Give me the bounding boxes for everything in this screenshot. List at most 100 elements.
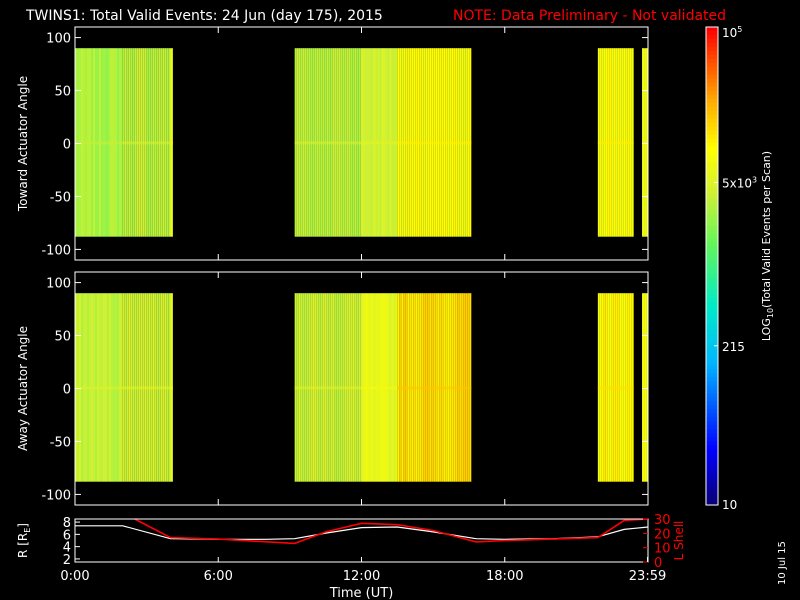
r-axis-label: R [RE] — [16, 523, 32, 558]
colorbar-step — [706, 98, 718, 104]
r-axis-label-end: ] — [16, 523, 30, 528]
colorbar-step — [706, 170, 718, 175]
colorbar-step — [706, 449, 718, 454]
x-tick-label: 12:00 — [343, 569, 380, 584]
colorbar-step — [706, 86, 718, 92]
colorbar-tick-base: 10 — [722, 26, 737, 40]
colorbar-step — [706, 202, 718, 207]
x-axis-label: Time (UT) — [329, 586, 394, 600]
colorbar-step — [706, 497, 718, 502]
colorbar-step — [706, 142, 718, 148]
colorbar-step — [706, 445, 718, 450]
heatmap-zero-band — [397, 141, 472, 145]
colorbar-step — [706, 114, 718, 120]
colorbar-step — [706, 281, 718, 287]
colorbar-step — [706, 222, 718, 227]
colorbar-step — [706, 66, 718, 72]
colorbar-step — [706, 297, 718, 303]
plot-title: TWINS1: Total Valid Events: 24 Jun (day … — [25, 8, 383, 24]
colorbar-step — [706, 94, 718, 100]
colorbar-step — [706, 27, 718, 32]
colorbar-step — [706, 146, 718, 152]
colorbar-step — [706, 481, 718, 486]
colorbar-step — [706, 90, 718, 96]
colorbar-step — [706, 337, 718, 343]
colorbar-step — [706, 210, 718, 215]
colorbar-step — [706, 457, 718, 462]
colorbar-label-base: LOG — [760, 318, 773, 341]
colorbar-step — [706, 126, 718, 132]
footer-date: 10 Jul 15 — [777, 541, 788, 585]
colorbar-label-sub: 10 — [766, 308, 775, 318]
colorbar-step — [706, 118, 718, 124]
colorbar-step — [706, 421, 718, 426]
y-tick-label: 8 — [63, 516, 71, 531]
colorbar-step — [706, 230, 718, 235]
heatmap-zero-band — [597, 141, 634, 145]
colorbar-step — [706, 198, 718, 203]
colorbar-step — [706, 78, 718, 84]
colorbar-step — [706, 266, 718, 271]
colorbar-step — [706, 246, 718, 251]
colorbar-tick-base: 5x10 — [722, 176, 752, 190]
colorbar-step — [706, 82, 718, 88]
x-tick-label: 6:00 — [204, 569, 233, 584]
colorbar-step — [706, 262, 718, 267]
colorbar-step — [706, 54, 718, 60]
y-tick-label: 50 — [54, 330, 71, 345]
colorbar-step — [706, 269, 718, 275]
heatmap-zero-band — [597, 386, 634, 390]
colorbar-step — [706, 349, 718, 355]
colorbar-step — [706, 293, 718, 299]
y-tick-label: -100 — [41, 488, 71, 503]
colorbar-step — [706, 38, 718, 44]
colorbar-step — [706, 385, 718, 391]
colorbar-step — [706, 465, 718, 470]
y-tick-label: 100 — [46, 32, 71, 47]
colorbar-label-rest: (Total Valid Events per Scan) — [760, 151, 773, 308]
colorbar-step — [706, 190, 718, 195]
colorbar-step — [706, 365, 718, 371]
colorbar-step — [706, 409, 718, 414]
colorbar-step — [706, 469, 718, 474]
y-tick-label: 50 — [54, 85, 71, 100]
colorbar-step — [706, 413, 718, 418]
colorbar-step — [706, 206, 718, 211]
colorbar-step — [706, 62, 718, 68]
colorbar-step — [706, 425, 718, 430]
y-axis-label: Away Actuator Angle — [16, 326, 30, 451]
colorbar-step — [706, 34, 718, 40]
colorbar-step — [706, 58, 718, 64]
y-tick-label: 2 — [63, 553, 71, 568]
y-tick-label: 6 — [63, 528, 71, 543]
colorbar-step — [706, 186, 718, 191]
colorbar-step — [706, 273, 718, 279]
colorbar-step — [706, 333, 718, 339]
y-tick-label: 0 — [63, 138, 71, 153]
colorbar-step — [706, 429, 718, 434]
colorbar-step — [706, 477, 718, 482]
y-axis-label: Toward Actuator Angle — [16, 76, 30, 212]
heatmap-zero-band — [361, 141, 398, 145]
colorbar-tick-label: 215 — [722, 340, 745, 354]
colorbar-step — [706, 453, 718, 458]
colorbar-step — [706, 381, 718, 387]
x-tick-label: 18:00 — [486, 569, 523, 584]
colorbar-step — [706, 158, 718, 164]
colorbar-step — [706, 417, 718, 422]
colorbar-step — [706, 285, 718, 291]
colorbar-step — [706, 250, 718, 255]
colorbar-step — [706, 485, 718, 490]
heatmap-zero-band — [170, 386, 173, 390]
toward-angle-panel: 100 50 0 -50 -100 Toward Actuator Angle — [16, 26, 649, 261]
heatmap-zero-band — [75, 141, 123, 145]
colorbar-step — [706, 377, 718, 383]
colorbar-step — [706, 329, 718, 335]
colorbar-step — [706, 393, 718, 399]
y-tick-label: 100 — [46, 277, 71, 292]
colorbar-tick-label: 105 — [722, 25, 742, 40]
colorbar-label: LOG10(Total Valid Events per Scan) — [760, 151, 775, 341]
y-tick-label-right: 20 — [654, 527, 671, 542]
colorbar-step — [706, 258, 718, 263]
colorbar-step — [706, 341, 718, 347]
